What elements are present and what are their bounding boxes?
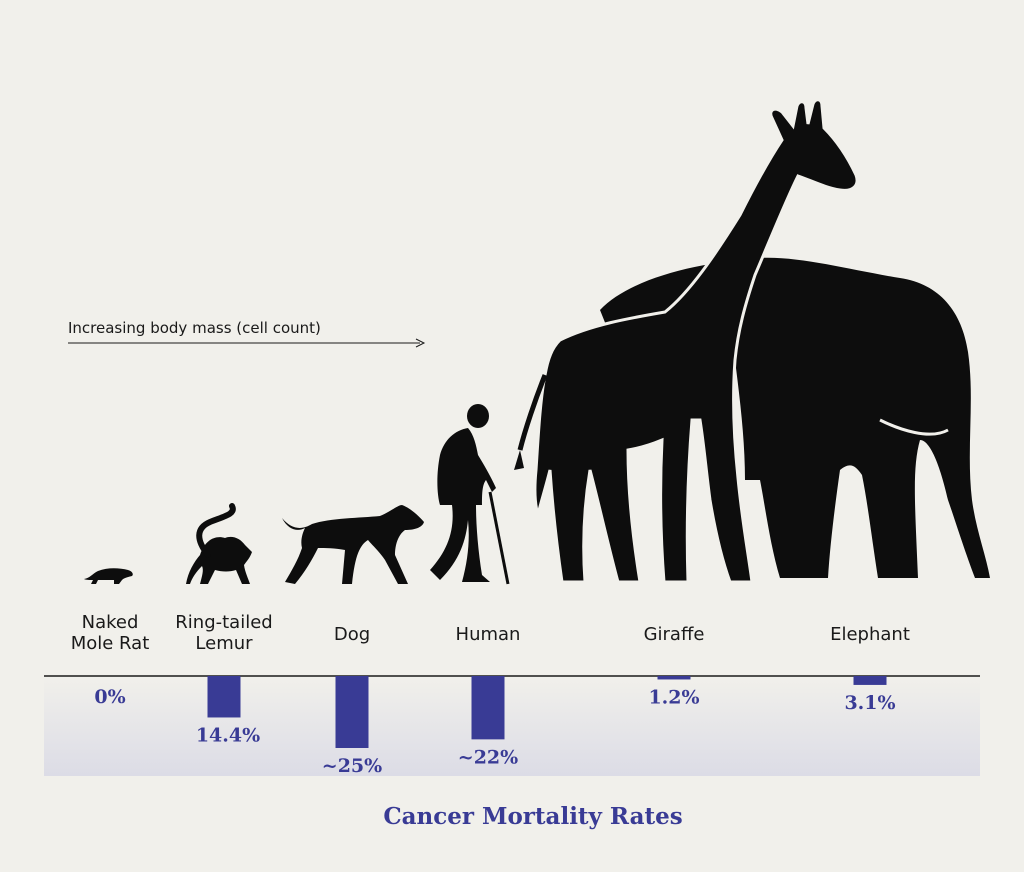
value-label: ~25% bbox=[322, 755, 382, 777]
bar bbox=[335, 676, 369, 748]
bar bbox=[657, 676, 691, 680]
value-labels: 0% 14.4% ~25% ~22% 1.2% 3.1% bbox=[94, 686, 895, 777]
value-label: 3.1% bbox=[844, 692, 895, 714]
value-label: ~22% bbox=[458, 746, 518, 768]
giraffe-silhouette-icon bbox=[514, 98, 859, 584]
value-label: 14.4% bbox=[196, 724, 260, 746]
naked-mole-rat-silhouette-icon bbox=[84, 568, 133, 584]
bar bbox=[207, 676, 241, 718]
bar-series bbox=[207, 676, 887, 748]
category-label: Naked Mole Rat bbox=[71, 612, 150, 654]
category-label: Elephant bbox=[830, 624, 910, 645]
category-label: Dog bbox=[334, 624, 370, 645]
value-label: 1.2% bbox=[648, 686, 699, 708]
category-label: Giraffe bbox=[644, 624, 705, 645]
body-mass-arrow: Increasing body mass (cell count) bbox=[68, 319, 426, 348]
bars-background-band bbox=[44, 676, 980, 776]
human-silhouette-icon bbox=[430, 404, 510, 585]
chart-title: Cancer Mortality Rates bbox=[383, 803, 682, 830]
value-label: 0% bbox=[94, 686, 125, 708]
body-mass-arrow-label: Increasing body mass (cell count) bbox=[68, 319, 321, 337]
lemur-silhouette-icon bbox=[186, 503, 252, 584]
category-label: Human bbox=[456, 624, 521, 645]
category-labels: Naked Mole Rat Ring-tailed Lemur Dog Human Gir… bbox=[71, 612, 910, 654]
bar bbox=[471, 676, 505, 740]
dog-silhouette-icon bbox=[282, 505, 424, 584]
category-label: Ring-tailed Lemur bbox=[175, 612, 272, 654]
bar bbox=[853, 676, 887, 685]
